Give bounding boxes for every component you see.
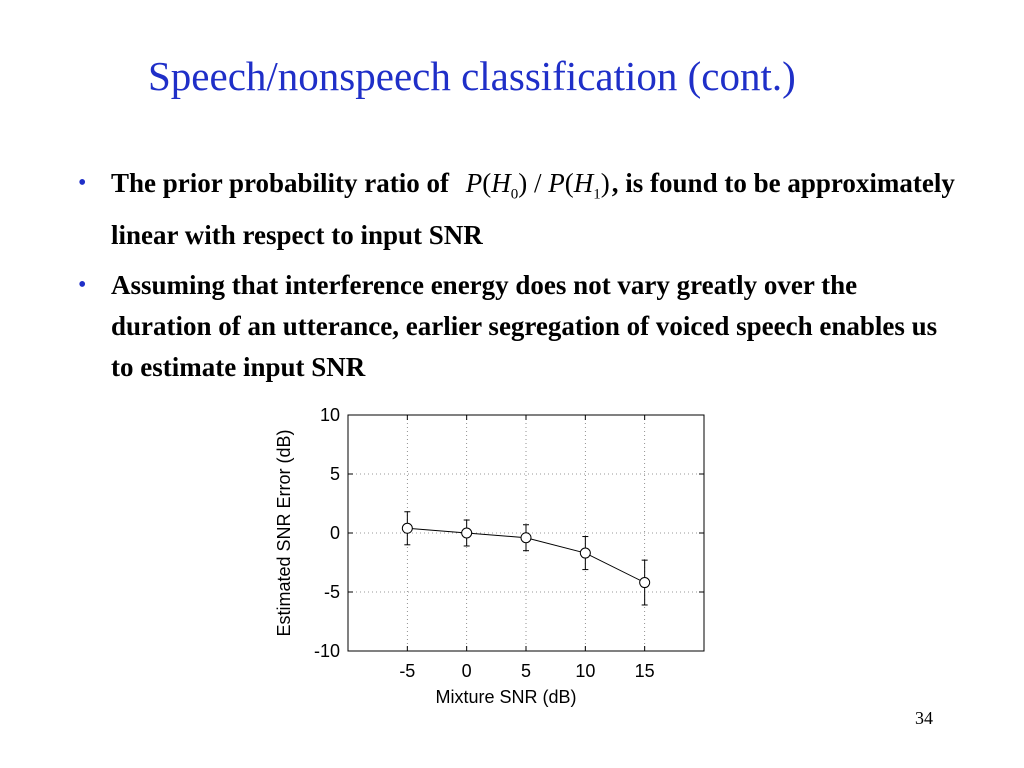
bullet-item: • Assuming that interference energy does… — [78, 265, 958, 388]
x-tick-label: -5 — [399, 661, 415, 681]
y-tick-label: -10 — [314, 641, 340, 661]
x-tick-label: 5 — [521, 661, 531, 681]
y-tick-label: 0 — [330, 523, 340, 543]
y-axis-label: Estimated SNR Error (dB) — [274, 429, 294, 636]
bullet-text-before: The prior probability ratio of — [111, 168, 450, 198]
data-point — [401, 522, 413, 534]
x-tick-label: 10 — [575, 661, 595, 681]
y-tick-label: 5 — [330, 464, 340, 484]
data-point — [461, 527, 473, 539]
bullet-dot-icon: • — [78, 272, 87, 299]
prior-ratio-formula: P(H0) / P(H1) — [465, 168, 610, 203]
bullet-item: • The prior probability ratio of P(H0) /… — [78, 163, 958, 256]
x-tick-label: 15 — [635, 661, 655, 681]
x-tick-label: 0 — [462, 661, 472, 681]
data-point — [520, 532, 532, 544]
bullet-text-after: , is found to be approximately linear wi… — [111, 168, 955, 251]
bullet-text: Assuming that interference energy does n… — [111, 270, 938, 383]
bullet-dot-icon: • — [78, 170, 87, 196]
data-point — [639, 577, 651, 589]
x-axis-label: Mixture SNR (dB) — [435, 687, 576, 707]
y-tick-label: -5 — [324, 582, 340, 602]
snr-error-chart: -5 0 5 10 15 -10 -5 0 5 10 Mixture SNR (dB) Estimat… — [260, 398, 720, 718]
slide-number: 34 — [915, 708, 933, 728]
slide-title: Speech/nonspeech classification (cont.) — [148, 53, 796, 99]
bullet-list: • The prior probability ratio of P(H0) /… — [78, 163, 958, 397]
data-point — [579, 547, 591, 559]
y-tick-label: 10 — [320, 405, 340, 425]
chart-svg: -5 0 5 10 15 -10 -5 0 5 10 Mixture SNR (dB) Estimat… — [274, 405, 705, 707]
